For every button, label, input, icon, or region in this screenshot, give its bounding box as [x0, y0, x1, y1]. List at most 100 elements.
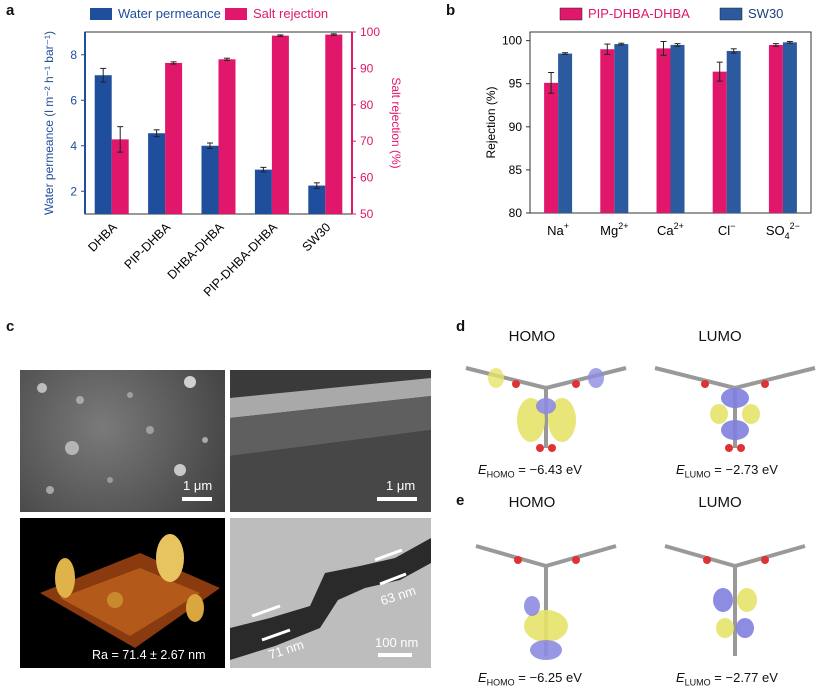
sem-cross-section-image: 1 μm: [230, 370, 431, 512]
d-lumo-energy: ELUMO = −2.73 eV: [676, 462, 778, 480]
afm-surface-texture: [40, 534, 220, 648]
chart-b-xtick-charge: −: [730, 221, 735, 231]
chart-a-bar: [254, 169, 272, 214]
d-lumo-molecule-render: [654, 366, 816, 452]
e-lumo-energy: ELUMO = −2.77 eV: [676, 670, 778, 688]
sem-cross-scale-bar: [377, 497, 417, 501]
sem-cross-section-texture: [230, 370, 431, 512]
chart-b-xtick-label: SO42−: [766, 221, 800, 241]
panel-letter-b: b: [446, 2, 456, 19]
chart-a-ytick-label-right: 50: [360, 207, 374, 221]
d-lumo-title: LUMO: [698, 328, 742, 345]
sem-surface-texture: [37, 376, 208, 494]
chart-a-ylabel-right: Salt rejection (%): [389, 77, 403, 168]
chart-b-xtick-label: Na+: [547, 221, 569, 238]
chart-b-bar: [656, 48, 671, 213]
chart-b-bar: [782, 42, 797, 213]
chart-b-legend-label: SW30: [748, 6, 783, 21]
e-homo-sub: HOMO: [486, 677, 515, 688]
tem-scale-bar: [378, 653, 412, 657]
chart-a-legend-label: Water permeance: [118, 6, 221, 21]
chart-a-bar: [165, 62, 183, 214]
chart-b-xtick-label: Mg2+: [600, 221, 628, 238]
chart-a-legend-swatch: [90, 8, 112, 20]
panel-letter-e: e: [456, 492, 465, 509]
e-lumo-sub: LUMO: [684, 677, 711, 688]
chart-b-bar: [670, 44, 685, 213]
sem-surface-image: 1 μm: [20, 370, 225, 512]
chart-a-bar: [218, 59, 236, 214]
chart-b-ytick-label: 100: [502, 34, 522, 48]
chart-b-bar: [600, 49, 615, 213]
d-homo-title: HOMO: [508, 328, 556, 345]
chart-b-bar: [712, 71, 727, 214]
chart-b-ytick-label: 90: [509, 120, 523, 134]
d-lumo-value: = −2.73 eV: [710, 462, 778, 477]
chart-b-xtick-charge: 2−: [790, 221, 800, 231]
d-lumo-sub: LUMO: [684, 469, 711, 480]
chart-b-bar: [768, 44, 783, 213]
chart-a-xtick-label: SW30: [299, 220, 333, 254]
chart-b-xtick-ion: Ca: [657, 223, 674, 238]
chart-a-xtick-label: PIP-DHBA: [122, 220, 174, 272]
chart-a-bar: [271, 35, 289, 214]
afm-roughness-label: Ra = 71.4 ± 2.67 nm: [92, 648, 206, 662]
e-homo-molecule-render: [475, 544, 617, 660]
chart-b-xtick-charge: 2+: [618, 221, 628, 231]
e-homo-title: HOMO: [508, 494, 556, 511]
chart-a-ylabel-left: Water permeance (l m⁻² h⁻¹ bar⁻¹): [42, 31, 56, 215]
chart-a-ytick-label-left: 6: [70, 93, 77, 107]
chart-b-ylabel: Rejection (%): [484, 86, 498, 158]
chart-b-ytick-label: 85: [509, 163, 523, 177]
panel-letter-d: d: [456, 318, 466, 335]
d-homo-sub: HOMO: [486, 469, 515, 480]
e-lumo-title: LUMO: [698, 494, 742, 511]
chart-a-bar: [111, 139, 129, 214]
chart-a-bar: [325, 34, 343, 214]
chart-a-bar: [308, 185, 326, 214]
chart-a-bar: [94, 75, 112, 214]
chart-b-bar: [544, 82, 559, 213]
chart-b-ytick-label: 80: [509, 206, 523, 220]
chart-b-xtick-ion: SO: [766, 223, 785, 238]
chart-a-ytick-label-left: 4: [70, 139, 77, 153]
d-homo-molecule-render: [465, 366, 627, 452]
chart-a-ytick-label-left: 8: [70, 48, 77, 62]
chart-a-xtick-label: DHBA: [85, 220, 120, 255]
sem-surface-scale-bar: [182, 497, 212, 501]
chart-b-xtick-ion: Na: [547, 223, 564, 238]
chart-a-bar: [201, 145, 219, 214]
chart-a-bar: [148, 133, 166, 214]
e-lumo-molecule-render: [664, 544, 806, 656]
e-lumo-value: = −2.77 eV: [710, 670, 778, 685]
panel-letter-c: c: [6, 318, 15, 335]
tem-image: 71 nm 63 nm 100 nm: [230, 518, 431, 668]
e-homo-energy: EHOMO = −6.25 eV: [478, 670, 582, 688]
chart-b-bar: [558, 53, 573, 213]
e-homo-value: = −6.25 eV: [514, 670, 582, 685]
chart-a-permeance-rejection: 2 4 6 8 50 60 70 80 90 100 Water permeance (l m⁻² …: [42, 6, 403, 299]
d-homo-e-symbol: E: [478, 462, 487, 477]
chart-b-xtick-charge: +: [564, 221, 569, 231]
d-homo-value: = −6.43 eV: [514, 462, 582, 477]
chart-b-xtick-label: Cl−: [718, 221, 736, 238]
d-lumo-e-symbol: E: [676, 462, 685, 477]
sem-surface-scale-label: 1 μm: [183, 478, 213, 493]
chart-a-ytick-label-right: 100: [360, 25, 380, 39]
chart-a-ytick-label-right: 80: [360, 98, 374, 112]
chart-b-xtick-charge: 2+: [674, 221, 684, 231]
e-lumo-e-symbol: E: [676, 670, 685, 685]
d-homo-energy: EHOMO = −6.43 eV: [478, 462, 582, 480]
afm-3d-image: Ra = 71.4 ± 2.67 nm: [20, 518, 225, 668]
chart-a-ytick-label-right: 90: [360, 61, 374, 75]
e-homo-e-symbol: E: [478, 670, 487, 685]
chart-a-legend-label: Salt rejection: [253, 6, 328, 21]
tem-texture: [230, 538, 431, 660]
chart-b-bar: [614, 44, 629, 213]
chart-a-legend-swatch: [225, 8, 247, 20]
panel-letter-a: a: [6, 2, 15, 19]
chart-b-xtick-label: Ca2+: [657, 221, 684, 238]
chart-b-xtick-ion: Cl: [718, 223, 730, 238]
chart-b-bar: [726, 50, 741, 213]
